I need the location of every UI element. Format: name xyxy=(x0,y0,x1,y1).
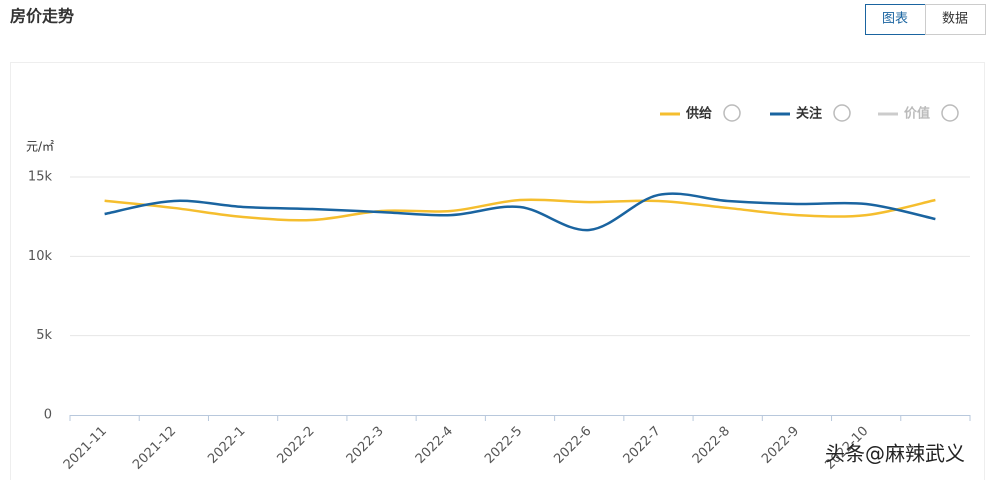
x-tick-label: 2022-5 xyxy=(482,424,525,467)
legend-label: 关注 xyxy=(796,106,822,122)
x-tick-label: 2022-8 xyxy=(690,424,733,467)
x-tick-label: 2021-12 xyxy=(130,424,179,473)
y-tick-label: 10k xyxy=(28,249,53,264)
tab-chart[interactable] xyxy=(865,4,926,35)
y-tick-label: 15k xyxy=(28,170,53,185)
tab-data[interactable] xyxy=(925,4,986,35)
x-tick-label: 2021-11 xyxy=(61,424,110,473)
series-line xyxy=(104,198,936,222)
tab-label[interactable]: 图表 xyxy=(882,12,908,27)
x-tick-label: 2022-4 xyxy=(413,424,456,467)
x-tick-label: 2022-9 xyxy=(759,424,802,467)
help-icon xyxy=(833,104,851,122)
legend-label: 价值 xyxy=(904,106,930,122)
y-tick-label: 5k xyxy=(36,328,52,343)
help-icon xyxy=(941,104,959,122)
watermark: 头条@麻辣武义 xyxy=(825,442,965,466)
x-tick-label: 2022-7 xyxy=(621,424,664,467)
help-icon xyxy=(723,104,741,122)
page-title: 房价走势 xyxy=(10,7,74,26)
legend-label: 供给 xyxy=(685,106,712,122)
series-line xyxy=(104,192,936,232)
y-tick-label: 0 xyxy=(44,408,52,423)
x-tick-label: 2022-6 xyxy=(551,424,594,467)
chart-panel xyxy=(10,62,985,484)
tab-label[interactable]: 数据 xyxy=(942,12,968,27)
x-tick-label: 2022-1 xyxy=(205,424,248,467)
x-tick-label: 2022-3 xyxy=(344,424,387,467)
y-axis-label: 元/㎡ xyxy=(26,140,54,154)
x-tick-label: 2022-2 xyxy=(274,424,317,467)
